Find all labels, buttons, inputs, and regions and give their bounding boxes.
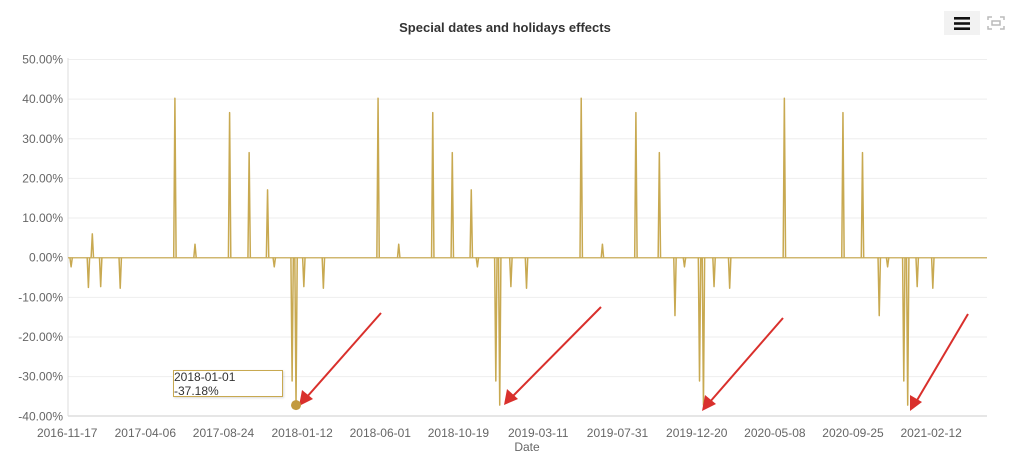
spike	[782, 97, 787, 258]
x-tick-label: 2020-09-25	[822, 426, 884, 440]
x-tick-label: 2018-06-01	[350, 426, 412, 440]
spike	[727, 257, 732, 289]
chart-menu-button[interactable]	[944, 11, 980, 35]
spike	[712, 257, 716, 288]
y-tick-label: -10.00%	[18, 290, 63, 304]
spike	[227, 111, 232, 258]
spike	[301, 257, 306, 288]
y-tick-label: 30.00%	[22, 132, 63, 146]
spike	[697, 257, 702, 382]
fullscreen-button[interactable]	[985, 13, 1007, 33]
hamburger-menu-icon	[954, 16, 970, 30]
x-tick-label: 2018-10-19	[428, 426, 490, 440]
spike	[475, 257, 480, 268]
spike	[118, 257, 123, 289]
spike	[497, 257, 502, 406]
y-tick-label: 0.00%	[29, 251, 63, 265]
spike	[930, 257, 935, 289]
y-tick-label: -40.00%	[18, 409, 63, 423]
y-tick-label: 20.00%	[22, 171, 63, 185]
spike	[376, 97, 381, 258]
spike	[885, 257, 890, 268]
x-tick-label: 2021-02-12	[900, 426, 962, 440]
y-tick-label: -20.00%	[18, 330, 63, 344]
spike	[524, 257, 529, 289]
spike	[272, 257, 277, 268]
x-tick-label: 2019-07-31	[587, 426, 649, 440]
spike	[290, 257, 295, 382]
spike	[321, 257, 326, 289]
spike	[579, 97, 584, 258]
grid	[68, 58, 987, 378]
spike	[86, 257, 91, 289]
fullscreen-icon	[987, 16, 1005, 30]
spike	[450, 151, 455, 258]
spike	[469, 189, 474, 258]
x-tick-label: 2020-05-08	[744, 426, 806, 440]
x-tick-label: 2018-01-12	[271, 426, 333, 440]
arrow-annotation	[915, 313, 969, 403]
spike	[193, 243, 197, 258]
spike	[430, 111, 435, 258]
arrow-head	[299, 390, 313, 406]
spike	[841, 111, 845, 258]
arrow-head	[504, 389, 518, 405]
x-axis-label: Date	[514, 440, 540, 454]
spike	[172, 97, 177, 258]
spike	[915, 257, 920, 288]
x-tick-label: 2019-12-20	[666, 426, 728, 440]
spike	[69, 257, 74, 268]
spike	[265, 189, 270, 258]
spike	[633, 111, 638, 258]
x-axis: 2016-11-17 2017-04-06 2017-08-24 2018-01-12…	[37, 426, 962, 440]
spike	[673, 257, 677, 317]
arrow-head	[702, 395, 716, 411]
spike	[396, 243, 401, 258]
y-tick-label: 50.00%	[22, 52, 63, 66]
y-tick-label: 40.00%	[22, 92, 63, 106]
x-tick-label: 2017-04-06	[115, 426, 177, 440]
annotation-arrows	[299, 306, 969, 411]
arrow-head	[910, 395, 922, 411]
arrow-annotation	[510, 306, 602, 399]
hover-marker	[291, 400, 302, 411]
spike	[90, 233, 95, 258]
tooltip: 2018-01-01 -37.18%	[173, 370, 283, 398]
spike	[493, 257, 498, 382]
chart-title: Special dates and holidays effects	[399, 20, 611, 35]
arrow-annotation	[708, 317, 784, 404]
spike	[860, 151, 865, 258]
spike	[905, 257, 910, 406]
spike	[877, 257, 882, 317]
spike	[600, 243, 605, 258]
y-tick-label: 10.00%	[22, 211, 63, 225]
x-tick-label: 2017-08-24	[193, 426, 255, 440]
spike	[508, 257, 513, 288]
y-tick-label: -30.00%	[18, 370, 63, 384]
spike	[901, 257, 906, 382]
spike	[657, 151, 662, 258]
series	[68, 97, 987, 406]
spike	[294, 257, 298, 406]
arrow-annotation	[305, 312, 382, 399]
spike	[98, 257, 103, 288]
y-axis: 50.00% 40.00% 30.00% 20.00% 10.00% 0.00% -10.0…	[18, 52, 63, 423]
spike	[682, 257, 687, 268]
x-tick-label: 2019-03-11	[508, 426, 569, 440]
x-tick-label: 2016-11-17	[37, 426, 98, 440]
spike	[247, 151, 252, 258]
spike	[701, 257, 706, 406]
